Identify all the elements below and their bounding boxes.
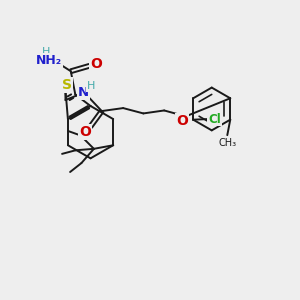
Text: S: S [62, 78, 72, 92]
Text: H: H [42, 47, 51, 57]
Text: O: O [90, 57, 102, 71]
Text: H: H [87, 81, 95, 92]
Text: N: N [78, 86, 89, 99]
Text: Cl: Cl [208, 112, 221, 126]
Text: O: O [79, 125, 91, 139]
Text: NH₂: NH₂ [36, 54, 62, 67]
Text: O: O [176, 114, 188, 128]
Text: CH₃: CH₃ [219, 138, 237, 148]
